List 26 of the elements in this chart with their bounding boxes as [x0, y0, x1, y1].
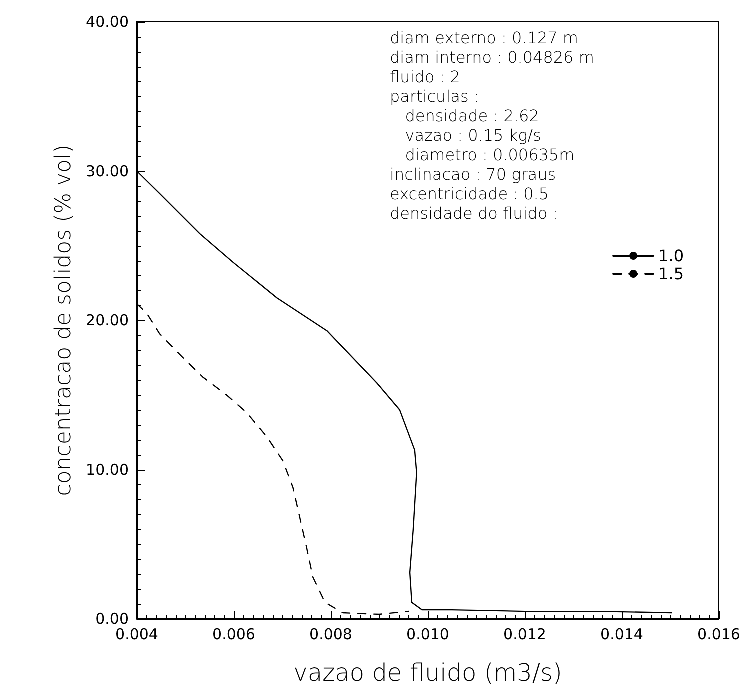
- annotation: inclinacao : 70 graus: [390, 165, 556, 184]
- annotation: vazao : 0.15 kg/s: [390, 126, 542, 145]
- y-tick-label: 30.00: [86, 162, 129, 180]
- annotation: excentricidade : 0.5: [390, 184, 550, 204]
- annotation: diam externo : 0.127 m: [390, 28, 578, 48]
- annotation: diametro : 0.00635m: [390, 146, 575, 164]
- x-tick-label: 0.006: [212, 626, 256, 644]
- y-axis-title: concentracao de solidos (% vol): [52, 144, 76, 496]
- x-tick-label: 0.012: [504, 626, 546, 644]
- x-tick-label: 0.016: [698, 626, 740, 644]
- y-tick-label: 0.00: [96, 610, 129, 628]
- x-tick-label: 0.004: [116, 626, 158, 644]
- y-tick-label: 20.00: [86, 312, 129, 330]
- annotation: fluido : 2: [390, 68, 460, 86]
- annotation: densidade : 2.62: [390, 106, 540, 126]
- legend-title: densidade do fluido :: [390, 204, 558, 223]
- x-tick-label: 0.008: [310, 626, 352, 644]
- x-axis-title: vazao de fluido (m3/s): [294, 659, 562, 687]
- legend-label: 1.0: [658, 246, 684, 266]
- annotation: particulas :: [390, 87, 480, 106]
- legend-label: 1.5: [658, 264, 684, 284]
- x-tick-label: 0.010: [406, 626, 450, 644]
- x-tick-label: 0.014: [600, 626, 644, 644]
- y-tick-label: 10.00: [86, 460, 129, 479]
- y-tick-label: 40.00: [86, 13, 129, 31]
- annotation: diam interno : 0.04826 m: [390, 48, 594, 67]
